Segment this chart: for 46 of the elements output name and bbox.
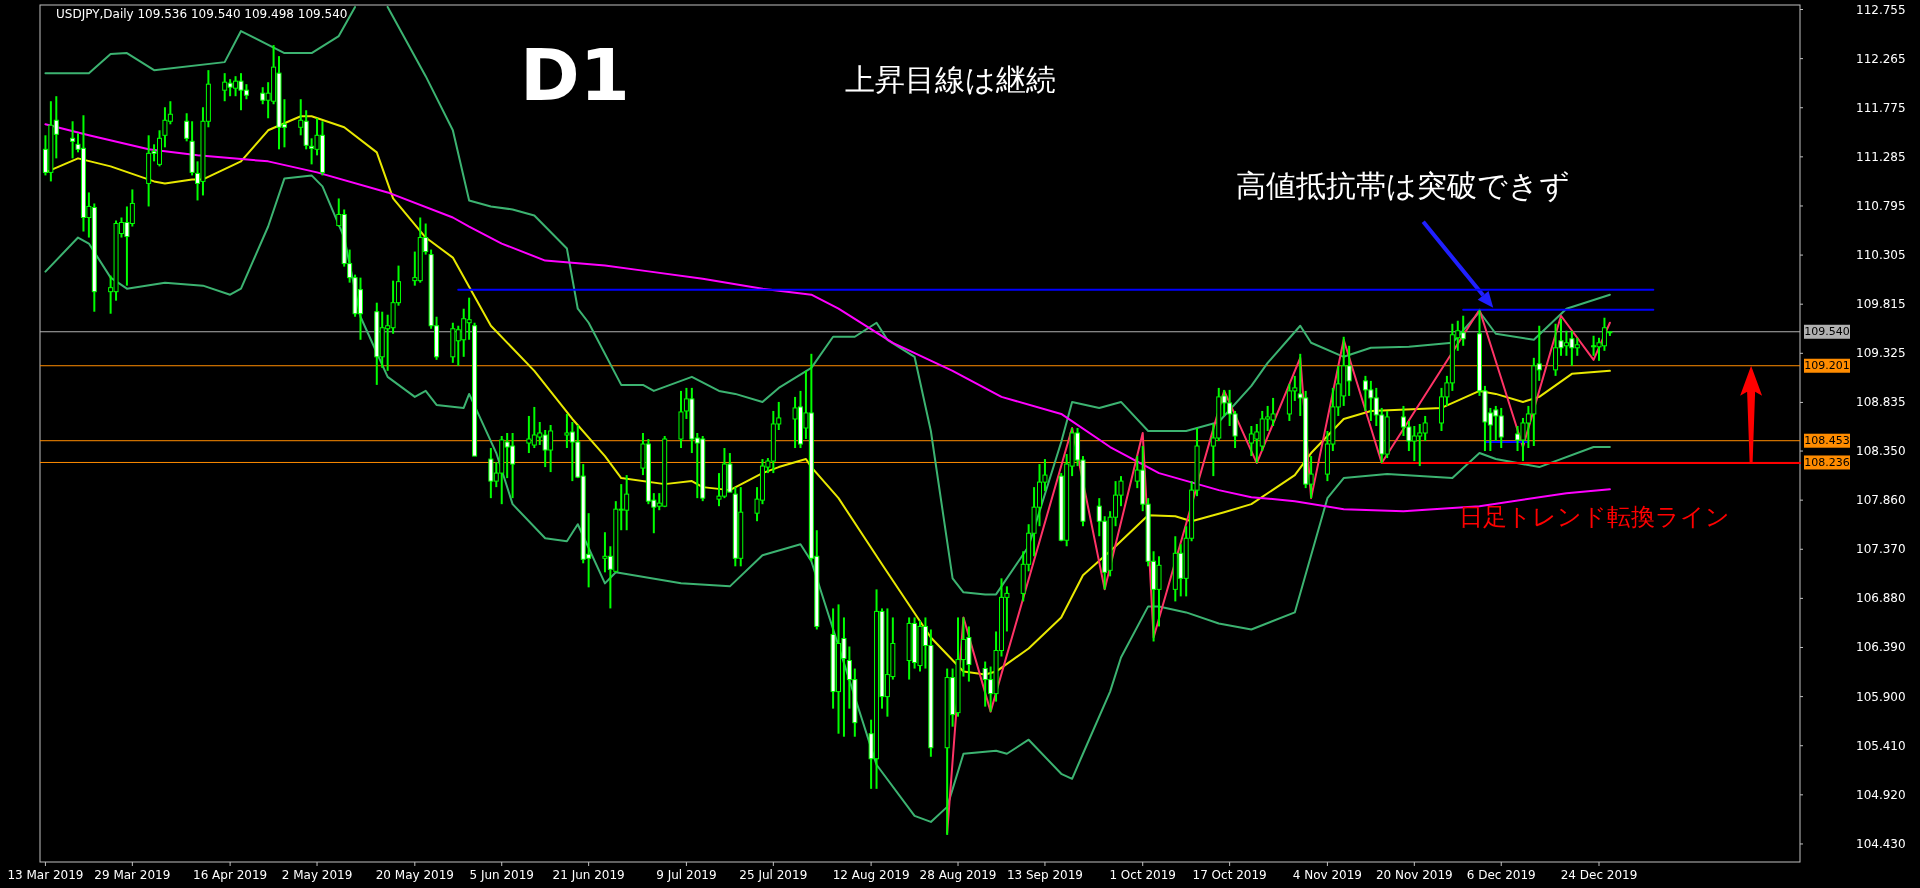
annotation: 高値抵抗帯は突破できず xyxy=(1236,167,1571,203)
y-tick-label: 112.755 xyxy=(1856,2,1906,17)
y-tick-label: 109.815 xyxy=(1856,297,1906,312)
y-tick-label: 106.390 xyxy=(1856,640,1906,655)
annotation: 上昇目線は継続 xyxy=(844,62,1056,97)
x-tick-label: 5 Jun 2019 xyxy=(469,868,535,882)
y-tick-label: 108.350 xyxy=(1856,444,1906,459)
y-tick-label: 112.265 xyxy=(1856,51,1906,66)
y-tick-label: 110.305 xyxy=(1856,248,1906,263)
series-label: 日足トレンド転換ライン xyxy=(1459,503,1730,532)
x-tick-label: 21 Jun 2019 xyxy=(552,868,625,882)
y-tick-label: 105.410 xyxy=(1856,738,1906,753)
y-tick-label: 111.285 xyxy=(1856,149,1906,164)
x-tick-label: 2 May 2019 xyxy=(281,868,353,882)
x-tick-label: 24 Dec 2019 xyxy=(1560,868,1638,882)
y-tick-label: 109.325 xyxy=(1856,346,1906,361)
x-tick-label: 28 Aug 2019 xyxy=(919,868,997,882)
x-tick-label: 16 Apr 2019 xyxy=(193,868,268,882)
y-tick-label: 110.795 xyxy=(1856,198,1906,213)
x-tick-label: 25 Jul 2019 xyxy=(739,868,808,882)
y-tick-label: 106.880 xyxy=(1856,591,1906,606)
x-tick-label: 20 Nov 2019 xyxy=(1375,868,1453,882)
x-tick-label: 6 Dec 2019 xyxy=(1466,868,1536,882)
x-tick-label: 1 Oct 2019 xyxy=(1109,868,1176,882)
x-tick-label: 12 Aug 2019 xyxy=(832,868,910,882)
y-tick-label: 104.430 xyxy=(1856,836,1906,851)
x-tick-label: 29 Mar 2019 xyxy=(94,868,171,882)
x-tick-label: 13 Sep 2019 xyxy=(1006,868,1083,882)
x-tick-label: 4 Nov 2019 xyxy=(1292,868,1363,882)
ref-line-label: 109.540 xyxy=(1804,325,1850,339)
x-tick-label: 20 May 2019 xyxy=(375,868,454,882)
y-tick-label: 111.775 xyxy=(1856,100,1906,115)
y-tick-label: 104.920 xyxy=(1856,787,1906,802)
x-tick-label: 9 Jul 2019 xyxy=(656,868,717,882)
candlestick xyxy=(184,112,190,143)
y-tick-label: 107.370 xyxy=(1856,542,1906,557)
chart-title: USDJPY,Daily 109.536 109.540 109.498 109.540 xyxy=(56,7,348,21)
y-tick-label: 108.835 xyxy=(1856,395,1906,410)
y-tick-label: 107.860 xyxy=(1856,493,1906,508)
y-tick-label: 105.900 xyxy=(1856,689,1906,704)
ref-line-label: 108.453 xyxy=(1804,434,1850,448)
ref-line-label: 109.201 xyxy=(1804,359,1850,373)
ref-line-label: 108.236 xyxy=(1804,455,1850,469)
x-tick-label: 13 Mar 2019 xyxy=(7,868,84,882)
annotation: D1 xyxy=(520,33,630,117)
x-tick-label: 17 Oct 2019 xyxy=(1192,868,1267,882)
